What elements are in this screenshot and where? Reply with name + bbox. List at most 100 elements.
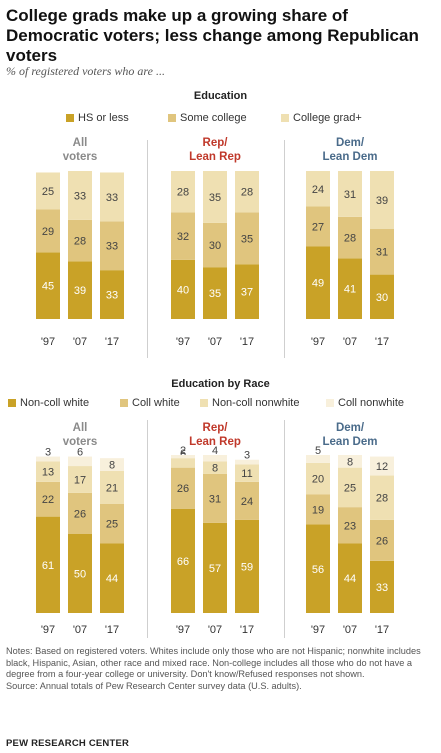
bar-value-label: 28 bbox=[74, 236, 86, 248]
bar-segment bbox=[370, 171, 394, 229]
category-label: '97 bbox=[176, 624, 190, 636]
legend-item-non-coll-nonwhite: Non-coll nonwhite bbox=[200, 397, 299, 409]
bar-value-label: 28 bbox=[177, 187, 189, 199]
bar-value-label: 2 bbox=[180, 445, 186, 457]
bar-value-label: 24 bbox=[241, 496, 253, 508]
organization-name: PEW RESEARCH CENTER bbox=[6, 738, 130, 749]
bar-segment bbox=[171, 467, 195, 509]
bar-value-label: 23 bbox=[344, 520, 356, 532]
bar-value-label: 19 bbox=[312, 505, 324, 517]
bar-segment bbox=[36, 456, 60, 462]
bar-value-label: 61 bbox=[42, 560, 54, 572]
panel-label: All voters bbox=[62, 137, 98, 163]
category-label: '07 bbox=[208, 336, 222, 348]
bar-segment bbox=[338, 258, 362, 319]
bar-value-label: 8 bbox=[347, 456, 353, 468]
bar-segment bbox=[338, 216, 362, 259]
bar-segment bbox=[235, 212, 259, 265]
category-label: '07 bbox=[73, 624, 87, 636]
bar-segment bbox=[370, 519, 394, 561]
category-label: '07 bbox=[343, 336, 357, 348]
bar-segment bbox=[100, 221, 124, 271]
bar-segment bbox=[68, 492, 92, 534]
notes-text: Notes: Based on registered voters. White… bbox=[6, 646, 421, 680]
bar-segment bbox=[171, 508, 195, 613]
bar-value-label: 28 bbox=[376, 493, 388, 505]
bar-value-label: 4 bbox=[212, 445, 218, 457]
bar-segment bbox=[370, 274, 394, 319]
bar-value-label: 33 bbox=[106, 241, 118, 253]
bar-segment bbox=[235, 481, 259, 520]
bar-segment bbox=[203, 455, 227, 462]
bar-value-label: 5 bbox=[315, 445, 321, 457]
bar-value-label: 26 bbox=[177, 483, 189, 495]
bar-segment bbox=[100, 270, 124, 319]
bar-value-label: 31 bbox=[209, 493, 221, 505]
chart-title: College grads make up a growing share of… bbox=[6, 6, 419, 65]
bar-value-label: 33 bbox=[106, 290, 118, 302]
bar-segment bbox=[235, 171, 259, 213]
bar-segment bbox=[306, 524, 330, 613]
bar-segment bbox=[203, 473, 227, 523]
bar-segment bbox=[203, 222, 227, 268]
bar-value-label: 39 bbox=[74, 285, 86, 297]
bar-value-label: 25 bbox=[106, 519, 118, 531]
notes: Notes: Based on registered voters. White… bbox=[6, 646, 436, 692]
bar-segment bbox=[370, 475, 394, 520]
bar-segment bbox=[235, 264, 259, 319]
panel-divider bbox=[284, 140, 285, 358]
category-label: '17 bbox=[375, 624, 389, 636]
bar-value-label: 13 bbox=[42, 467, 54, 479]
bar-value-label: 41 bbox=[344, 284, 356, 296]
bar-segment bbox=[171, 171, 195, 213]
bar-segment bbox=[338, 507, 362, 544]
legend-swatch bbox=[66, 114, 74, 122]
bar-segment bbox=[68, 466, 92, 493]
legend-swatch bbox=[326, 399, 334, 407]
bar-segment bbox=[68, 171, 92, 220]
bar-segment bbox=[306, 246, 330, 319]
bar-segment bbox=[338, 171, 362, 217]
bar-value-label: 20 bbox=[312, 474, 324, 486]
bar-value-label: 28 bbox=[241, 187, 253, 199]
bar-value-label: 27 bbox=[312, 222, 324, 234]
bar-value-label: 25 bbox=[42, 186, 54, 198]
bar-segment bbox=[338, 467, 362, 508]
panel-divider bbox=[284, 420, 285, 638]
bar-segment bbox=[68, 261, 92, 319]
bar-segment bbox=[171, 259, 195, 319]
bar-value-label: 44 bbox=[344, 573, 356, 585]
bar-segment bbox=[306, 206, 330, 247]
bar-value-label: 22 bbox=[42, 494, 54, 506]
legend-label: Some college bbox=[180, 112, 247, 124]
bar-segment bbox=[171, 458, 195, 468]
bar-value-label: 37 bbox=[241, 287, 253, 299]
legend-swatch bbox=[168, 114, 176, 122]
bar-value-label: 8 bbox=[109, 459, 115, 471]
bar-value-label: 35 bbox=[241, 233, 253, 245]
bar-value-label: 33 bbox=[106, 192, 118, 204]
chart-subtitle: % of registered voters who are ... bbox=[6, 64, 165, 78]
legend-item-coll-nonwhite: Coll nonwhite bbox=[326, 397, 404, 409]
bar-segment bbox=[171, 212, 195, 260]
bar-segment bbox=[235, 519, 259, 613]
bar-segment bbox=[36, 516, 60, 613]
bar-segment bbox=[338, 543, 362, 613]
bar-segment bbox=[306, 494, 330, 525]
bar-segment bbox=[370, 228, 394, 275]
bar-segment bbox=[100, 503, 124, 544]
panel-divider bbox=[147, 420, 148, 638]
bar-segment bbox=[370, 560, 394, 613]
bar-value-label: 30 bbox=[376, 292, 388, 304]
bar-segment bbox=[100, 470, 124, 504]
bar-segment bbox=[306, 171, 330, 207]
bar-segment bbox=[36, 252, 60, 319]
legend-swatch bbox=[200, 399, 208, 407]
bar-value-label: 11 bbox=[241, 468, 252, 480]
bar-segment bbox=[235, 459, 259, 465]
bar-value-label: 12 bbox=[376, 461, 388, 473]
bar-segment bbox=[36, 209, 60, 253]
legend-label: Non-coll white bbox=[20, 397, 90, 409]
category-label: '17 bbox=[105, 336, 119, 348]
bar-value-label: 39 bbox=[376, 195, 388, 207]
